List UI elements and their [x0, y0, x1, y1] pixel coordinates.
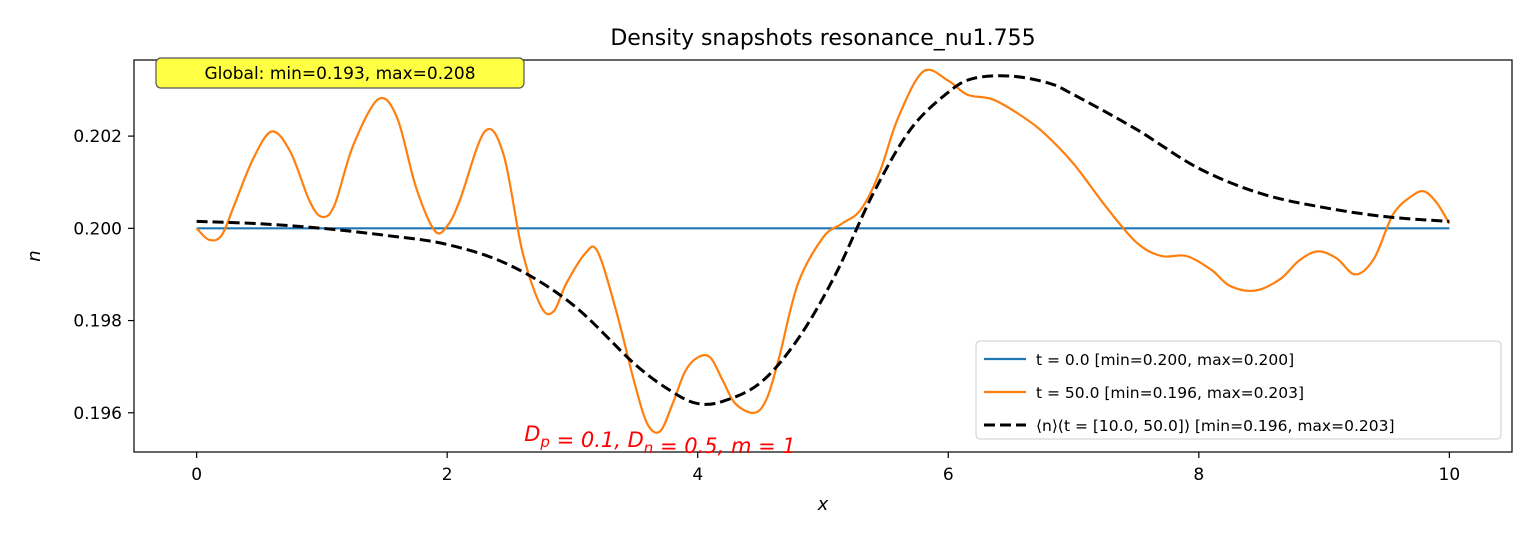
legend-box [975, 340, 1502, 440]
x-tick-label: 4 [692, 465, 703, 485]
legend: t = 0.0 [min=0.200, max=0.200] t = 50.0 [… [975, 340, 1502, 440]
x-tick-label: 0 [191, 465, 202, 485]
global-annotation-box [155, 57, 525, 89]
series-line-1 [195, 68, 1451, 434]
y-tick-label: 0.198 [73, 312, 122, 332]
legend-label-1: t = 50.0 [min=0.196, max=0.203] [1036, 384, 1304, 402]
series-line-2 [196, 74, 1450, 406]
global-annotation-text: Global: min=0.193, max=0.208 [204, 64, 475, 84]
x-tick-label: 8 [1193, 465, 1204, 485]
x-tick-label: 6 [943, 465, 954, 485]
y-tick-label: 0.202 [73, 127, 122, 147]
x-tick-label: 10 [1439, 465, 1461, 485]
y-tick-label: 0.196 [73, 404, 122, 424]
x-tick-label: 2 [442, 465, 453, 485]
y-axis-ticks: 0.196 0.198 0.200 0.202 [73, 127, 134, 424]
parameters-annotation: Dp = 0.1, Dn = 0.5, m = 1 [524, 422, 796, 458]
y-tick-label: 0.200 [73, 219, 122, 239]
series-layer [195, 68, 1451, 434]
legend-label-2: ⟨n⟩(t = [10.0, 50.0]) [min=0.196, max=0.… [1036, 417, 1395, 435]
x-axis-label: x [817, 494, 829, 515]
axes-frame [133, 59, 1513, 453]
chart-title: Density snapshots resonance_nu1.755 [610, 26, 1035, 51]
global-minmax-annotation: Global: min=0.193, max=0.208 [155, 57, 525, 89]
y-axis-label: n [24, 250, 45, 261]
legend-label-0: t = 0.0 [min=0.200, max=0.200] [1036, 351, 1294, 369]
x-axis-ticks: 0 2 4 6 8 10 [191, 452, 1460, 485]
